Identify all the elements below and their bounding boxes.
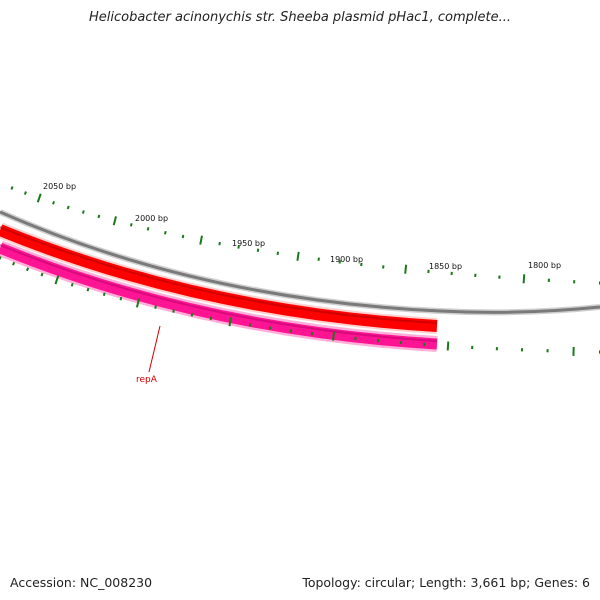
- accession-text: Accession: NC_008230: [10, 575, 153, 590]
- plasmid-backbone: [0, 210, 600, 314]
- repa-shade: [0, 244, 438, 342]
- outer-major-tick: [112, 216, 117, 226]
- outer-minor-tick: [23, 191, 27, 195]
- inner-minor-tick: [0, 256, 2, 260]
- tick-label-2050: 2050 bp: [43, 182, 76, 191]
- inner-minor-tick: [40, 272, 44, 277]
- inner-minor-tick: [172, 309, 175, 313]
- tick-label-1900: 1900 bp: [330, 255, 363, 264]
- inner-major-tick: [332, 331, 336, 341]
- inner-minor-tick: [102, 292, 106, 297]
- tick-label-1850: 1850 bp: [429, 262, 462, 271]
- outer-minor-tick: [256, 248, 260, 252]
- cds-forward-feature[interactable]: [0, 224, 438, 332]
- outer-minor-tick: [129, 223, 133, 227]
- outer-minor-tick: [237, 245, 240, 249]
- inner-minor-tick: [209, 316, 213, 321]
- tick-label-1800: 1800 bp: [528, 261, 561, 270]
- inner-major-tick: [446, 341, 450, 351]
- outer-tick-ring: [10, 186, 600, 285]
- outer-minor-tick: [52, 200, 55, 205]
- outer-major-tick: [296, 251, 300, 261]
- inner-minor-tick: [154, 305, 157, 309]
- cds-forward-shade: [0, 226, 438, 324]
- topology-summary: Topology: circular; Length: 3,661 bp; Ge…: [302, 575, 590, 590]
- gene-label-repa[interactable]: repA: [136, 375, 158, 385]
- inner-minor-tick: [190, 313, 194, 317]
- inner-major-tick: [228, 317, 232, 327]
- repa-feature[interactable]: [0, 242, 438, 350]
- outer-minor-tick: [146, 227, 150, 231]
- inner-minor-tick: [26, 267, 30, 272]
- outer-major-tick: [404, 264, 408, 274]
- outer-major-tick: [199, 235, 203, 245]
- repa-leader-line: [148, 325, 161, 373]
- outer-major-tick: [522, 274, 526, 284]
- inner-minor-tick: [70, 282, 74, 287]
- outer-minor-tick: [81, 210, 85, 214]
- inner-minor-tick: [86, 287, 90, 292]
- outer-minor-tick: [66, 205, 70, 210]
- outer-minor-tick: [10, 186, 14, 190]
- inner-minor-tick: [119, 296, 123, 301]
- tick-label-2000: 2000 bp: [135, 214, 168, 223]
- outer-minor-tick: [181, 234, 185, 239]
- map-title: Helicobacter acinonychis str. Sheeba pla…: [89, 10, 511, 25]
- outer-minor-tick: [218, 241, 221, 246]
- outer-major-tick: [36, 193, 42, 203]
- tick-label-1950: 1950 bp: [232, 239, 265, 248]
- inner-minor-tick: [12, 261, 16, 266]
- outer-minor-tick: [164, 230, 167, 235]
- inner-major-tick: [54, 275, 60, 285]
- inner-minor-tick: [248, 323, 252, 327]
- inner-major-tick: [135, 298, 141, 308]
- outer-minor-tick: [97, 214, 101, 219]
- inner-tick-ring: [0, 256, 600, 356]
